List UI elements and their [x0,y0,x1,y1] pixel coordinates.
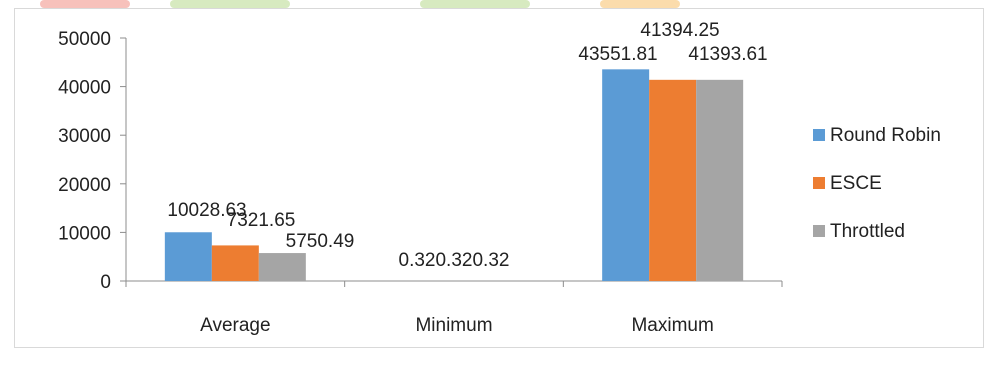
legend-entry-round-robin: Round Robin [830,125,941,146]
bar [211,245,259,281]
decorative-stroke [600,0,680,8]
y-tick-label: 20000 [58,175,111,196]
legend-entry-throttled: Throttled [830,221,905,242]
decorative-stroke [170,0,290,8]
bar [164,232,212,281]
legend-swatch [813,225,825,237]
data-label: 43551.81 [578,44,657,65]
data-label: 41394.25 [640,20,719,41]
legend-entry-esce: ESCE [830,173,882,194]
bar [696,79,744,281]
y-tick-label: 10000 [58,223,111,244]
x-tick-label: Maximum [631,315,713,336]
y-tick-label: 50000 [58,29,111,50]
y-tick-label: 40000 [58,78,111,99]
decorative-stroke [420,0,530,8]
data-label: 7321.65 [227,210,296,231]
y-tick-label: 30000 [58,126,111,147]
x-tick-label: Average [200,315,270,336]
legend-swatch [813,129,825,141]
data-label: 0.320.320.32 [399,250,510,271]
data-label: 41393.61 [688,44,767,65]
bar [602,69,650,282]
data-label: 5750.49 [286,231,355,252]
legend-swatch [813,177,825,189]
x-tick-label: Minimum [415,315,492,336]
decorative-stroke [40,0,130,8]
bar [258,253,306,281]
y-tick-label: 0 [100,272,111,293]
bar [649,79,697,281]
data-label: 10028.63 [167,200,246,221]
